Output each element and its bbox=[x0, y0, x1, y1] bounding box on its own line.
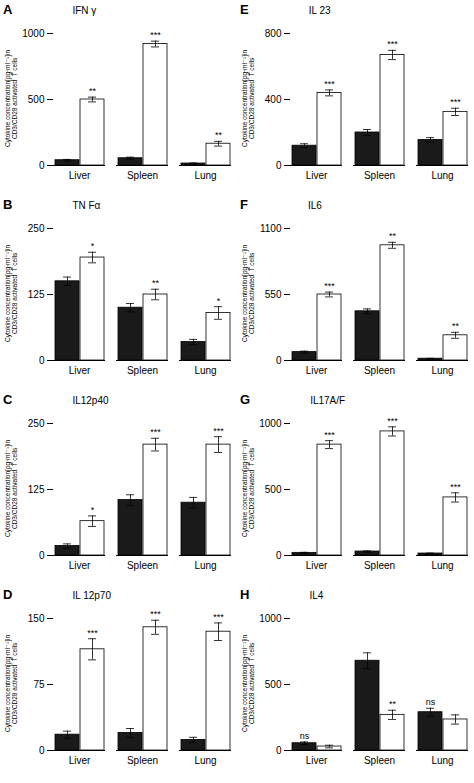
svg-text:*: * bbox=[217, 296, 221, 306]
svg-text:Liver: Liver bbox=[306, 755, 328, 766]
svg-text:Liver: Liver bbox=[69, 170, 91, 181]
svg-text:Lung: Lung bbox=[194, 365, 216, 376]
svg-text:Lung: Lung bbox=[431, 365, 453, 376]
svg-text:Liver: Liver bbox=[306, 170, 328, 181]
html-text:B: B bbox=[3, 197, 13, 212]
html-text:IL4: IL4 bbox=[309, 590, 324, 601]
svg-text:Spleen: Spleen bbox=[364, 365, 395, 376]
svg-text:***: *** bbox=[87, 628, 98, 638]
svg-text:Spleen: Spleen bbox=[364, 560, 395, 571]
svg-text:0: 0 bbox=[39, 355, 45, 366]
html-text:IFN γ: IFN γ bbox=[72, 5, 97, 16]
svg-text:1000: 1000 bbox=[22, 28, 45, 39]
html-text:C: C bbox=[3, 392, 13, 407]
html-text:D: D bbox=[3, 587, 13, 602]
html-text:IL17A/F: IL17A/F bbox=[310, 395, 346, 406]
svg-text:Lung: Lung bbox=[194, 755, 216, 766]
svg-text:0: 0 bbox=[39, 550, 45, 561]
html-text:IL6: IL6 bbox=[308, 200, 322, 211]
svg-text:0: 0 bbox=[39, 160, 45, 171]
svg-text:Liver: Liver bbox=[69, 755, 91, 766]
svg-text:550: 550 bbox=[265, 289, 282, 300]
html-text:A: A bbox=[3, 2, 13, 17]
html-text:IL 23: IL 23 bbox=[308, 5, 331, 16]
svg-text:250: 250 bbox=[28, 223, 45, 234]
svg-text:Liver: Liver bbox=[69, 560, 91, 571]
svg-text:Spleen: Spleen bbox=[127, 365, 158, 376]
svg-text:0: 0 bbox=[276, 745, 282, 756]
svg-text:500: 500 bbox=[265, 679, 282, 690]
svg-text:***: *** bbox=[150, 609, 161, 619]
svg-text:Spleen: Spleen bbox=[127, 560, 158, 571]
svg-text:**: ** bbox=[89, 86, 97, 96]
svg-text:150: 150 bbox=[28, 613, 45, 624]
svg-text:***: *** bbox=[213, 612, 224, 622]
svg-text:800: 800 bbox=[265, 28, 282, 39]
html-text:IL12p40: IL12p40 bbox=[72, 395, 109, 406]
svg-text:Liver: Liver bbox=[69, 365, 91, 376]
svg-text:0: 0 bbox=[276, 160, 282, 171]
svg-text:0: 0 bbox=[276, 550, 282, 561]
svg-text:250: 250 bbox=[28, 418, 45, 429]
svg-text:Spleen: Spleen bbox=[127, 755, 158, 766]
svg-text:125: 125 bbox=[28, 289, 45, 300]
html-text:IL 12p70: IL 12p70 bbox=[72, 590, 111, 601]
html-text:Cytokine concentration[pg⋅ml⁻¹: Cytokine concentration[pg⋅ml⁻¹]in CD3/CD… bbox=[3, 440, 18, 538]
svg-text:ns: ns bbox=[300, 731, 310, 741]
svg-text:125: 125 bbox=[28, 484, 45, 495]
svg-text:*: * bbox=[91, 241, 95, 251]
html-text:F: F bbox=[240, 197, 248, 212]
html-text:Cytokine concentration[pg⋅ml⁻¹: Cytokine concentration[pg⋅ml⁻¹]in CD3/CD… bbox=[240, 50, 255, 148]
html-text:E: E bbox=[240, 2, 249, 17]
svg-text:ns: ns bbox=[426, 697, 436, 707]
svg-text:***: *** bbox=[150, 427, 161, 437]
svg-text:Lung: Lung bbox=[431, 560, 453, 571]
svg-text:Spleen: Spleen bbox=[127, 170, 158, 181]
html-text:TN Fα: TN Fα bbox=[72, 200, 101, 211]
svg-text:1100: 1100 bbox=[260, 223, 282, 234]
svg-text:**: ** bbox=[452, 321, 460, 331]
svg-text:**: ** bbox=[215, 130, 223, 140]
svg-text:***: *** bbox=[387, 39, 398, 49]
svg-text:0: 0 bbox=[39, 745, 45, 756]
svg-text:400: 400 bbox=[265, 94, 282, 105]
svg-text:***: *** bbox=[324, 79, 335, 89]
svg-text:***: *** bbox=[387, 416, 398, 426]
svg-text:75: 75 bbox=[33, 679, 45, 690]
svg-text:Lung: Lung bbox=[194, 170, 216, 181]
html-text:Cytokine concentration[pg⋅ml⁻¹: Cytokine concentration[pg⋅ml⁻¹]in CD3/CD… bbox=[240, 440, 255, 538]
svg-text:**: ** bbox=[389, 231, 397, 241]
svg-text:**: ** bbox=[389, 699, 397, 709]
html-text:Cytokine concentration[pg⋅ml⁻¹: Cytokine concentration[pg⋅ml⁻¹]in CD3/CD… bbox=[3, 245, 18, 343]
html-text:Cytokine concentration[pg⋅ml⁻¹: Cytokine concentration[pg⋅ml⁻¹]in CD3/CD… bbox=[3, 635, 18, 733]
svg-text:Lung: Lung bbox=[431, 755, 453, 766]
svg-text:500: 500 bbox=[28, 94, 45, 105]
html-text:Cytokine concentration[pg⋅ml⁻¹: Cytokine concentration[pg⋅ml⁻¹]in CD3/CD… bbox=[240, 635, 255, 733]
html-text:Cytokine concentration[pg⋅ml⁻¹: Cytokine concentration[pg⋅ml⁻¹]in CD3/CD… bbox=[240, 245, 255, 343]
html-text:H: H bbox=[240, 587, 250, 602]
html-text:Cytokine concentration[pg⋅ml⁻¹: Cytokine concentration[pg⋅ml⁻¹]in CD3/CD… bbox=[3, 50, 18, 148]
svg-text:Lung: Lung bbox=[194, 560, 216, 571]
svg-text:**: ** bbox=[152, 278, 160, 288]
svg-text:***: *** bbox=[324, 281, 335, 291]
html-text:G: G bbox=[240, 392, 251, 407]
svg-text:***: *** bbox=[450, 97, 461, 107]
svg-text:***: *** bbox=[450, 482, 461, 492]
svg-text:Lung: Lung bbox=[431, 170, 453, 181]
svg-text:***: *** bbox=[324, 430, 335, 440]
svg-text:Spleen: Spleen bbox=[364, 170, 395, 181]
svg-text:Liver: Liver bbox=[306, 365, 328, 376]
svg-text:500: 500 bbox=[265, 484, 282, 495]
svg-text:1000: 1000 bbox=[259, 613, 282, 624]
svg-text:*: * bbox=[91, 505, 95, 515]
svg-text:Spleen: Spleen bbox=[364, 755, 395, 766]
svg-text:***: *** bbox=[213, 426, 224, 436]
svg-text:1000: 1000 bbox=[259, 418, 282, 429]
svg-text:0: 0 bbox=[276, 355, 282, 366]
svg-text:***: *** bbox=[150, 30, 161, 40]
svg-text:Liver: Liver bbox=[306, 560, 328, 571]
